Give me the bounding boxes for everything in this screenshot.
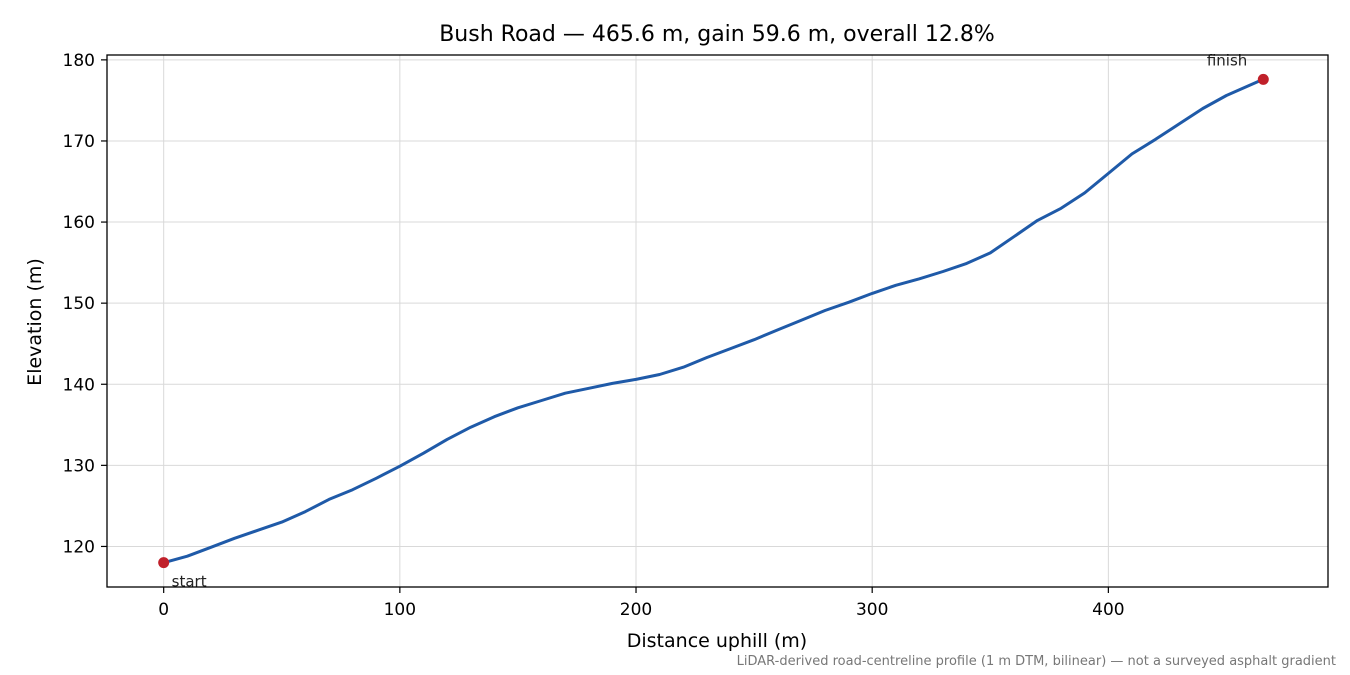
y-tick-label: 150	[63, 294, 95, 314]
y-tick-label: 140	[63, 375, 95, 395]
elevation-series-line	[162, 77, 1265, 565]
y-tick-label: 130	[63, 456, 95, 476]
endpoint-markers: start finish	[158, 51, 1269, 591]
grid-lines	[107, 55, 1328, 587]
x-tick-label: 100	[384, 600, 416, 620]
start-label: start	[172, 573, 207, 591]
x-tick-label: 200	[620, 600, 652, 620]
y-tick-label: 180	[63, 51, 95, 71]
finish-label: finish	[1207, 51, 1247, 69]
x-tick-label: 0	[158, 600, 169, 620]
start-marker	[158, 557, 170, 569]
y-tick-label: 170	[63, 132, 95, 152]
x-axis-label: Distance uphill (m)	[627, 630, 807, 652]
y-axis-label: Elevation (m)	[24, 258, 46, 386]
footnote: LiDAR-derived road-centreline profile (1…	[737, 654, 1336, 669]
y-tick-label: 120	[63, 537, 95, 557]
x-axis-ticks: 0 100 200 300 400	[158, 587, 1125, 620]
finish-marker	[1257, 73, 1269, 85]
x-tick-label: 400	[1092, 600, 1124, 620]
x-tick-label: 300	[856, 600, 888, 620]
y-tick-label: 160	[63, 213, 95, 233]
plot-frame	[106, 54, 1329, 588]
y-axis-ticks: 120 130 140 150 160 170 180	[63, 51, 107, 557]
chart-title: Bush Road — 465.6 m, gain 59.6 m, overal…	[439, 22, 995, 47]
